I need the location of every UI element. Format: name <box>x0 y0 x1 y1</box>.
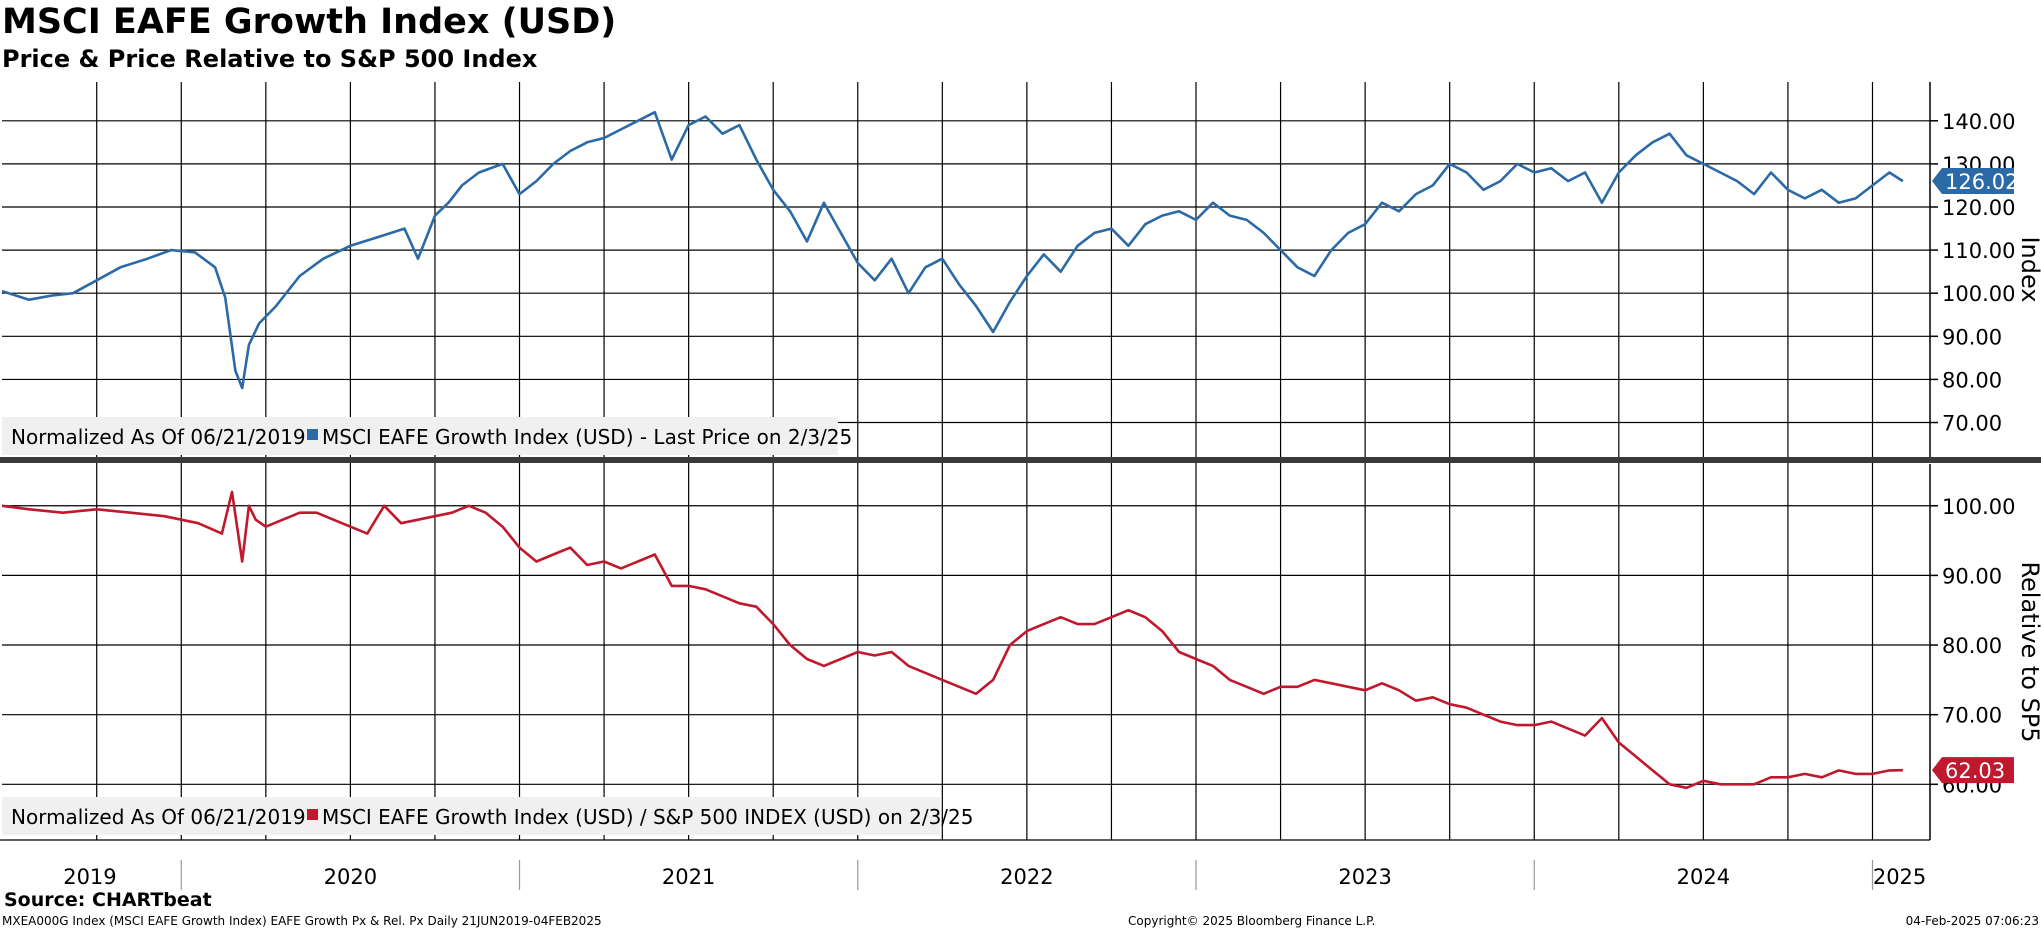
x-axis-year-label: 2021 <box>662 865 715 889</box>
price-last-value-badge <box>1932 168 2014 195</box>
relative-legend-label: MSCI EAFE Growth Index (USD) / S&P 500 I… <box>322 805 973 829</box>
price-y-tick-label: 110.00 <box>1942 239 2015 263</box>
price-axis-title: Index <box>2016 236 2041 302</box>
price-y-tick-label: 90.00 <box>1942 325 2002 349</box>
x-axis-year-label: 2019 <box>63 865 116 889</box>
relative-y-tick-label: 100.00 <box>1942 495 2015 519</box>
price-y-tick-label: 80.00 <box>1942 368 2002 392</box>
price-y-tick-label: 100.00 <box>1942 282 2015 306</box>
x-axis-year-label: 2025 <box>1873 865 1926 889</box>
x-axis-year-label: 2022 <box>1000 865 1053 889</box>
relative-legend-swatch <box>307 809 318 820</box>
source-label: Source: CHARTbeat <box>4 889 212 911</box>
price-y-tick-label: 120.00 <box>1942 196 2015 220</box>
footer-copyright: Copyright© 2025 Bloomberg Finance L.P. <box>1128 914 1376 928</box>
price-legend-swatch <box>307 429 318 440</box>
x-axis-year-label: 2020 <box>324 865 377 889</box>
price-y-tick-label: 140.00 <box>1942 110 2015 134</box>
footer-timestamp: 04-Feb-2025 07:06:23 <box>1905 914 2039 928</box>
relative-axis-title: Relative to SP5 <box>2016 561 2041 742</box>
relative-last-value-badge <box>1932 757 2014 784</box>
x-axis-year-label: 2023 <box>1338 865 1391 889</box>
footer-description: MXEA000G Index (MSCI EAFE Growth Index) … <box>2 914 602 928</box>
chart-subtitle: Price & Price Relative to S&P 500 Index <box>2 45 538 73</box>
price-last-value-label: 126.02 <box>1945 170 2018 194</box>
price-series-line <box>1 110 1904 390</box>
relative-y-tick-label: 80.00 <box>1942 634 2002 658</box>
relative-legend-prefix: Normalized As Of 06/21/2019 <box>11 805 306 829</box>
relative-legend-box <box>2 797 940 835</box>
price-y-tick-label: 70.00 <box>1942 412 2002 436</box>
relative-y-tick-label: 70.00 <box>1942 704 2002 728</box>
price-legend-label: MSCI EAFE Growth Index (USD) - Last Pric… <box>322 425 852 449</box>
relative-series-line <box>1 490 1903 790</box>
x-axis-year-label: 2024 <box>1677 865 1730 889</box>
relative-last-value-label: 62.03 <box>1945 759 2005 783</box>
panel-divider <box>0 457 2041 463</box>
price-legend-prefix: Normalized As Of 06/21/2019 <box>11 425 306 449</box>
relative-y-tick-label: 90.00 <box>1942 564 2002 588</box>
chart-title: MSCI EAFE Growth Index (USD) <box>2 2 617 42</box>
price-legend-box <box>2 417 838 455</box>
